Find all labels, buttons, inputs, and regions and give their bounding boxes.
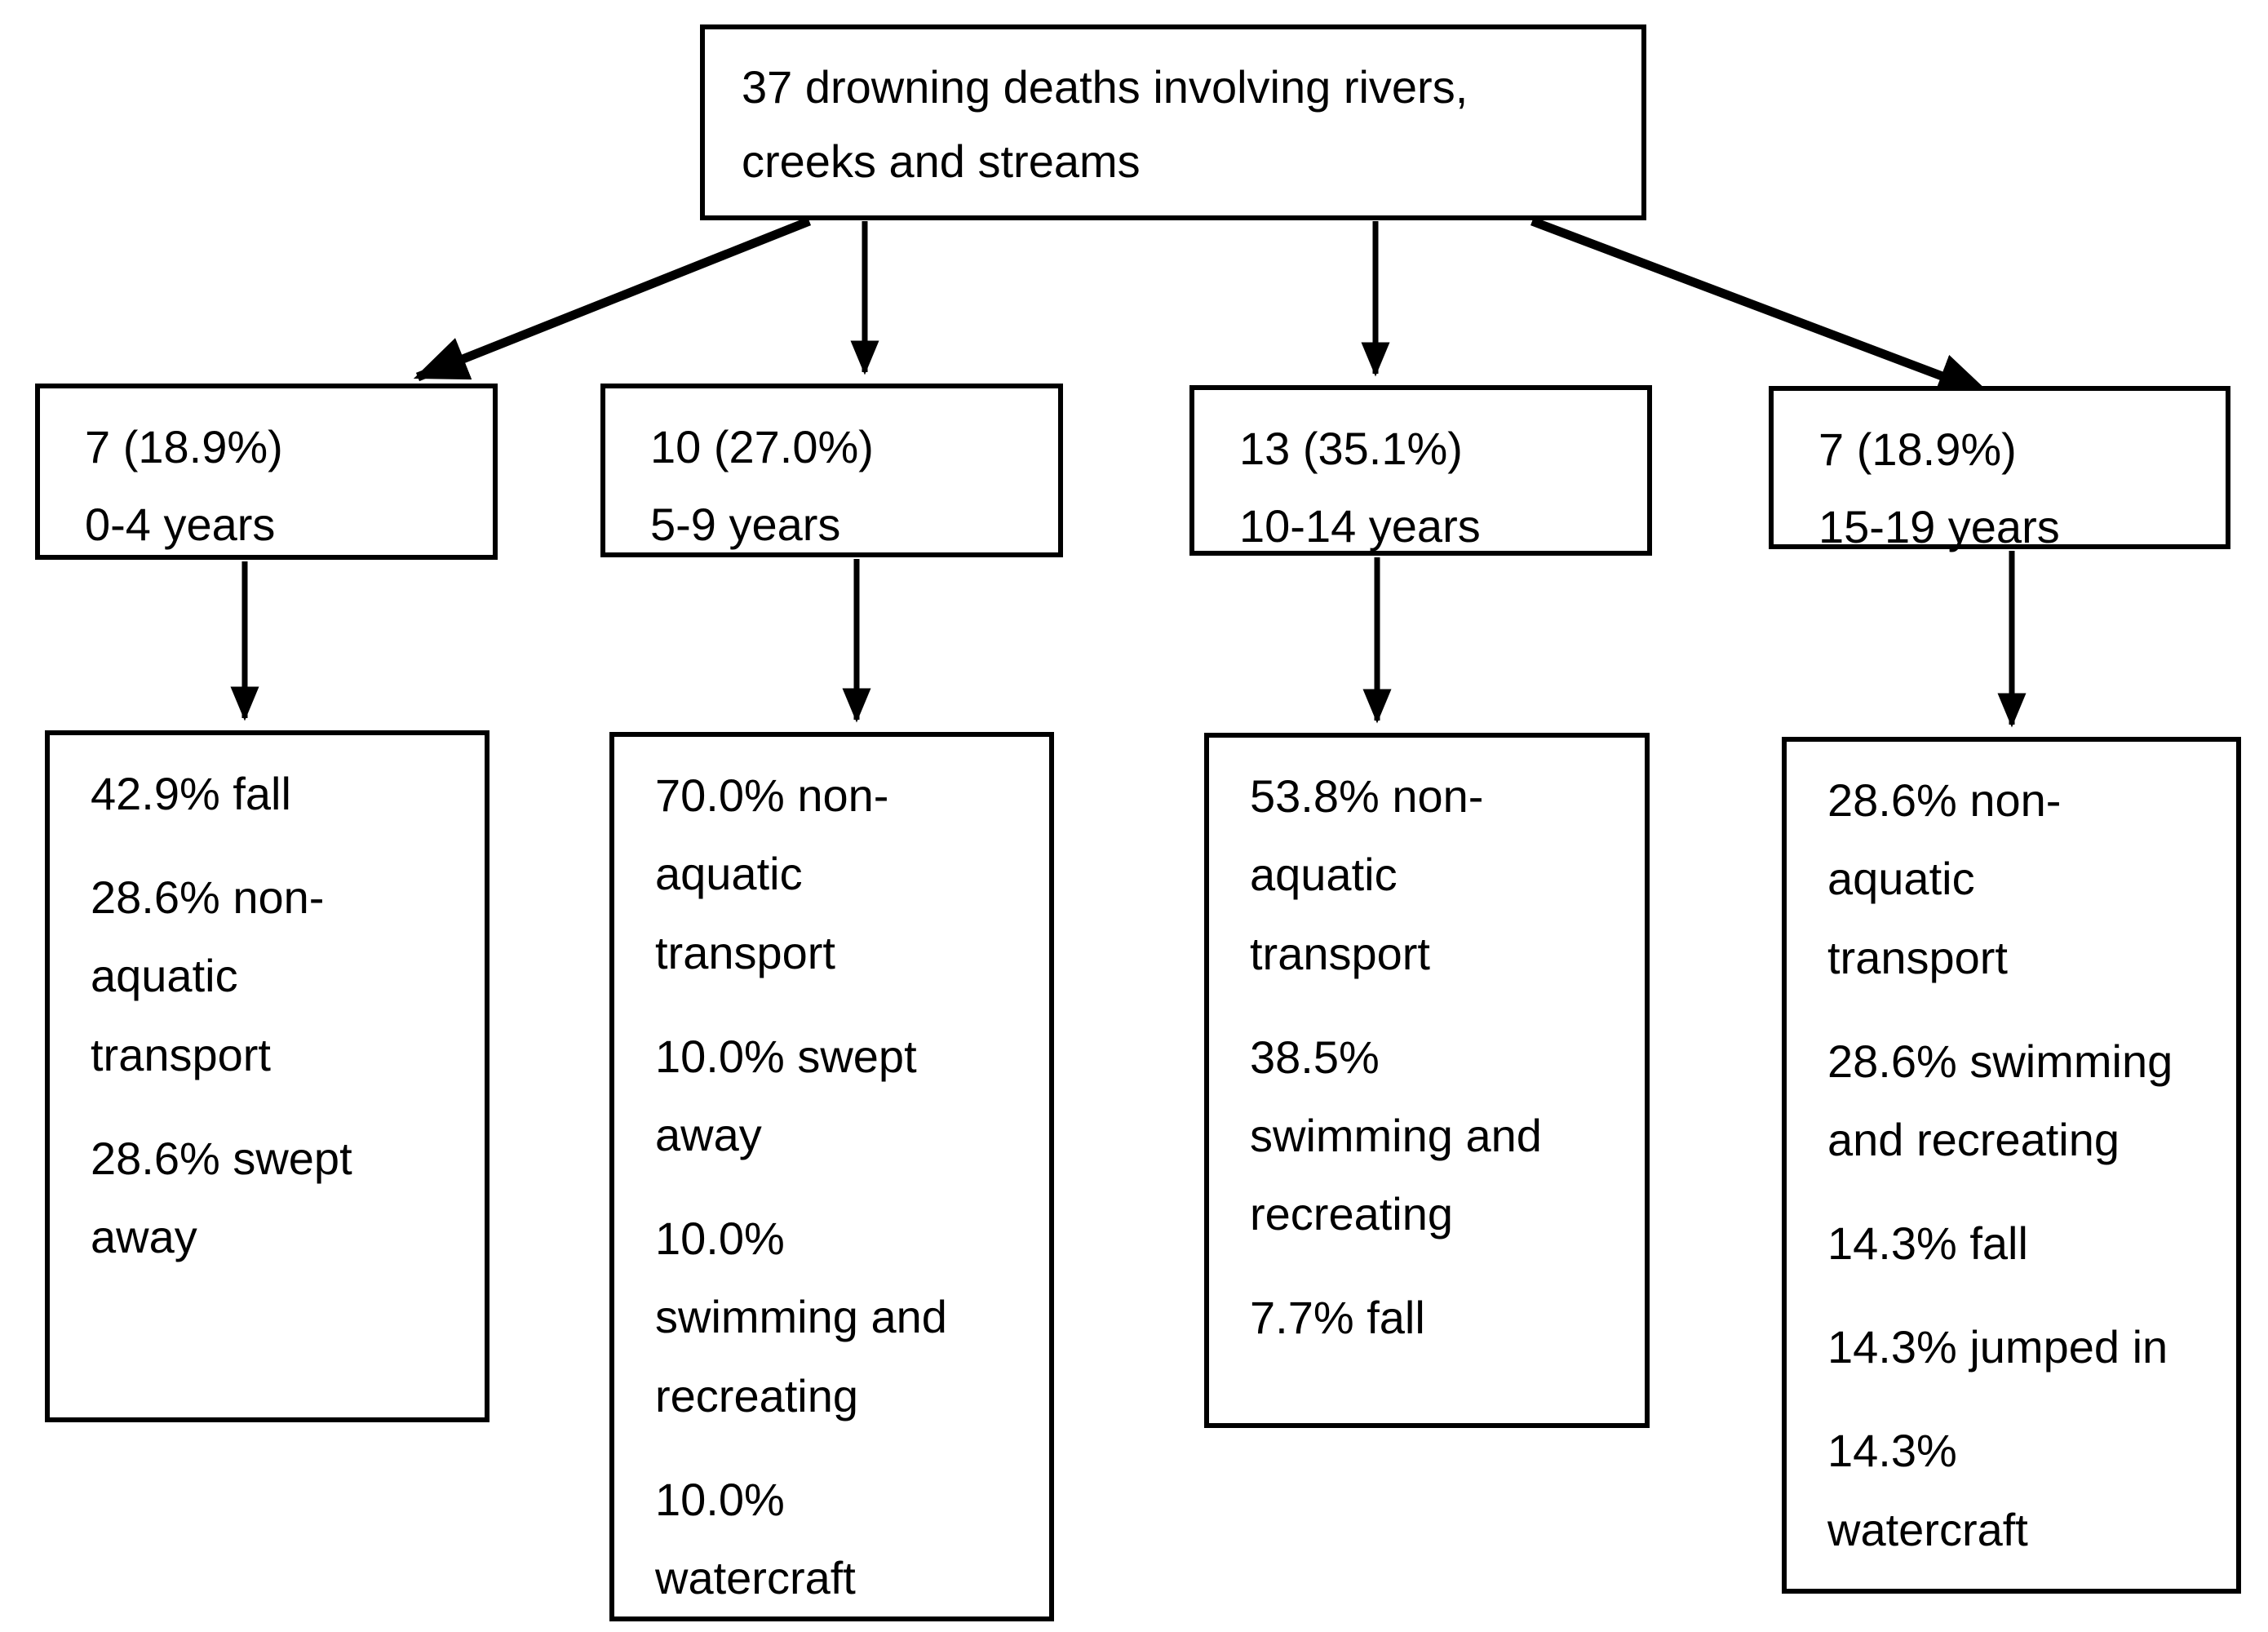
age-box-range: 10-14 years — [1239, 500, 1481, 552]
causes-box-0-4: 42.9% fall 28.6% non-aquatic transport 2… — [45, 730, 489, 1422]
cause-item: 38.5% swimming and recreating — [1250, 1031, 1542, 1240]
cause-item: 10.0% swept away — [655, 1030, 917, 1161]
arrow-root-to-0-4 — [413, 216, 812, 382]
age-box-15-19: 7 (18.9%) 15-19 years — [1769, 386, 2230, 552]
cause-item: 70.0% non-aquatic transport — [655, 769, 889, 978]
age-box-count: 7 (18.9%) — [85, 421, 283, 472]
causes-box-5-9: 70.0% non-aquatic transport 10.0% swept … — [609, 732, 1054, 1621]
causes-box-15-19: 28.6% non-aquatic transport 28.6% swimmi… — [1782, 737, 2241, 1594]
cause-item: 10.0% swimming and recreating — [655, 1213, 947, 1421]
root-box-label: 37 drowning deaths involving rivers, cre… — [742, 61, 1468, 187]
cause-item: 28.6% swept away — [91, 1132, 352, 1263]
age-box-range: 5-9 years — [650, 499, 841, 551]
cause-item: 42.9% fall — [91, 768, 291, 819]
age-box-count: 7 (18.9%) — [1818, 424, 2017, 475]
root-box: 37 drowning deaths involving rivers, cre… — [700, 24, 1646, 220]
cause-item: 7.7% fall — [1250, 1292, 1425, 1344]
cause-item: 28.6% non-aquatic transport — [91, 871, 325, 1080]
age-box-count: 13 (35.1%) — [1239, 423, 1463, 474]
age-box-count: 10 (27.0%) — [650, 421, 874, 472]
age-box-10-14: 13 (35.1%) 10-14 years — [1189, 385, 1652, 556]
cause-item: 14.3% jumped in — [1827, 1321, 2168, 1373]
age-box-range: 0-4 years — [85, 499, 276, 551]
cause-item: 28.6% non-aquatic transport — [1827, 774, 2062, 983]
cause-item: 53.8% non-aquatic transport — [1250, 770, 1484, 979]
age-box-range: 15-19 years — [1818, 501, 2060, 553]
cause-item: 14.3% fall — [1827, 1217, 2028, 1270]
cause-item: 28.6% swimming and recreating — [1827, 1035, 2173, 1166]
cause-item: 10.0% watercraft — [655, 1473, 856, 1604]
cause-item: 14.3% watercraft — [1827, 1425, 2028, 1555]
causes-box-10-14: 53.8% non-aquatic transport 38.5% swimmi… — [1204, 733, 1650, 1428]
age-box-5-9: 10 (27.0%) 5-9 years — [600, 384, 1063, 557]
age-box-0-4: 7 (18.9%) 0-4 years — [35, 384, 498, 560]
arrow-root-to-15-19 — [1530, 216, 1992, 398]
